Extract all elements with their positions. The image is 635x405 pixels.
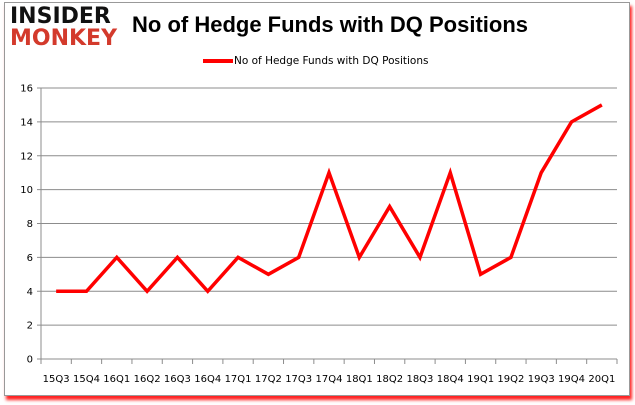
x-tick-label: 15Q3	[43, 374, 70, 385]
y-tick-label: 10	[20, 185, 33, 196]
x-tick-label: 16Q3	[164, 374, 191, 385]
x-tick-label: 16Q2	[134, 374, 161, 385]
x-tick-label: 20Q1	[588, 374, 615, 385]
logo-line2: MONKEY	[10, 26, 118, 51]
x-tick-label: 19Q4	[558, 374, 585, 385]
y-tick-label: 8	[27, 219, 33, 230]
y-tick-label: 16	[20, 84, 33, 95]
series-line	[56, 103, 603, 294]
y-tick-label: 6	[27, 253, 33, 264]
x-tick-label: 16Q4	[194, 374, 221, 385]
x-tick-label: 17Q3	[285, 374, 312, 385]
y-tick-label: 14	[20, 117, 33, 128]
x-tick-label: 16Q1	[103, 374, 130, 385]
x-tick-label: 17Q2	[255, 374, 282, 385]
insider-monkey-logo: INSIDER MONKEY	[10, 6, 117, 50]
x-tick-label: 18Q3	[406, 374, 433, 385]
logo-line1: INSIDER	[10, 4, 111, 29]
x-tick-label: 19Q2	[497, 374, 524, 385]
legend: No of Hedge Funds with DQ Positions	[203, 55, 428, 67]
legend-label: No of Hedge Funds with DQ Positions	[234, 55, 429, 67]
y-tick-label: 12	[20, 151, 33, 162]
y-tick-label: 4	[27, 287, 33, 298]
x-tick-label: 19Q1	[467, 374, 494, 385]
legend-swatch	[203, 59, 233, 63]
x-tick-label: 18Q4	[437, 374, 464, 385]
x-tick-label: 17Q1	[225, 374, 252, 385]
x-tick-label: 18Q2	[376, 374, 403, 385]
chart-title: No of Hedge Funds with DQ Positions	[132, 12, 528, 37]
y-tick-label: 0	[27, 355, 33, 366]
chart-frame	[4, 2, 630, 396]
x-tick-label: 17Q4	[316, 374, 343, 385]
y-tick-label: 2	[27, 321, 33, 332]
x-tick-label: 15Q4	[73, 374, 100, 385]
x-tick-label: 19Q3	[528, 374, 555, 385]
x-tick-label: 18Q1	[346, 374, 373, 385]
